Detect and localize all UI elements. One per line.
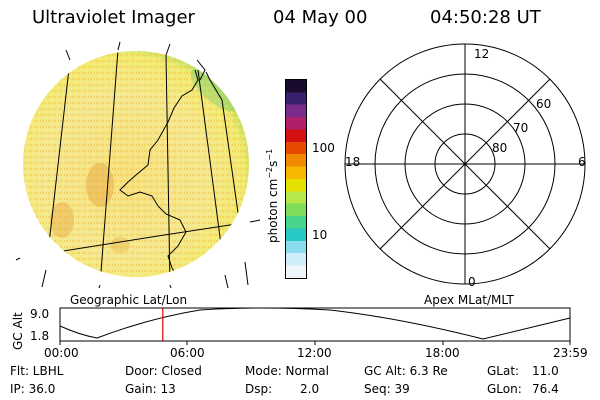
earth-disk-image <box>23 51 249 277</box>
timeline-tick-0: 00:00 <box>44 346 79 360</box>
status-flt: Flt: LBHL <box>10 364 64 378</box>
apex-label: Apex MLat/MLT <box>424 293 514 307</box>
instrument-title: Ultraviolet Imager <box>32 7 195 28</box>
status-door: Door: Closed <box>125 364 202 378</box>
status-glat-value: 11.0 <box>532 364 559 378</box>
polar-label-0: 0 <box>468 275 476 289</box>
geographic-label: Geographic Lat/Lon <box>70 293 188 307</box>
timeline-tick-2: 12:00 <box>297 346 332 360</box>
polar-plot <box>344 43 586 285</box>
timeline-ymax: 9.0 <box>30 307 50 321</box>
polar-label-6: 6 <box>578 155 586 169</box>
polar-label-18: 18 <box>345 155 361 169</box>
time-label: 04:50:28 UT <box>430 7 541 28</box>
status-seq: Seq: 39 <box>364 382 410 396</box>
polar-label-12: 12 <box>474 47 490 61</box>
status-gc-alt: GC Alt: 6.3 Re <box>364 364 448 378</box>
timeline-axis-label: GC Alt <box>11 312 25 350</box>
polar-ring-label-70: 70 <box>513 121 529 135</box>
status-ip: IP: 36.0 <box>10 382 56 396</box>
date-label: 04 May 00 <box>273 7 368 28</box>
altitude-curve <box>59 307 571 340</box>
status-dsp: Dsp: <box>245 382 273 396</box>
status-glon-value: 76.4 <box>532 382 559 396</box>
status-glon: GLon: <box>487 382 522 396</box>
disk-grid-lines <box>15 41 261 289</box>
status-dsp-value: 2.0 <box>300 382 320 396</box>
status-glat: GLat: <box>487 364 520 378</box>
timeline-tick-4: 23:59 <box>553 346 588 360</box>
colorbar-tick-100: 100 <box>312 141 335 155</box>
colorbar <box>285 79 307 279</box>
timeline-tick-3: 18:00 <box>425 346 460 360</box>
timeline-ymin: 1.8 <box>30 329 50 343</box>
polar-ring-label-60: 60 <box>536 97 552 111</box>
timeline-tick-1: 06:00 <box>170 346 205 360</box>
timeline-plot <box>59 307 571 345</box>
colorbar-unit-label: photon cm−2s−1 <box>265 148 280 243</box>
polar-ring-label-80: 80 <box>492 141 508 155</box>
status-gain: Gain: 13 <box>125 382 176 396</box>
colorbar-tick-10: 10 <box>312 228 328 242</box>
status-mode: Mode: Normal <box>245 364 329 378</box>
